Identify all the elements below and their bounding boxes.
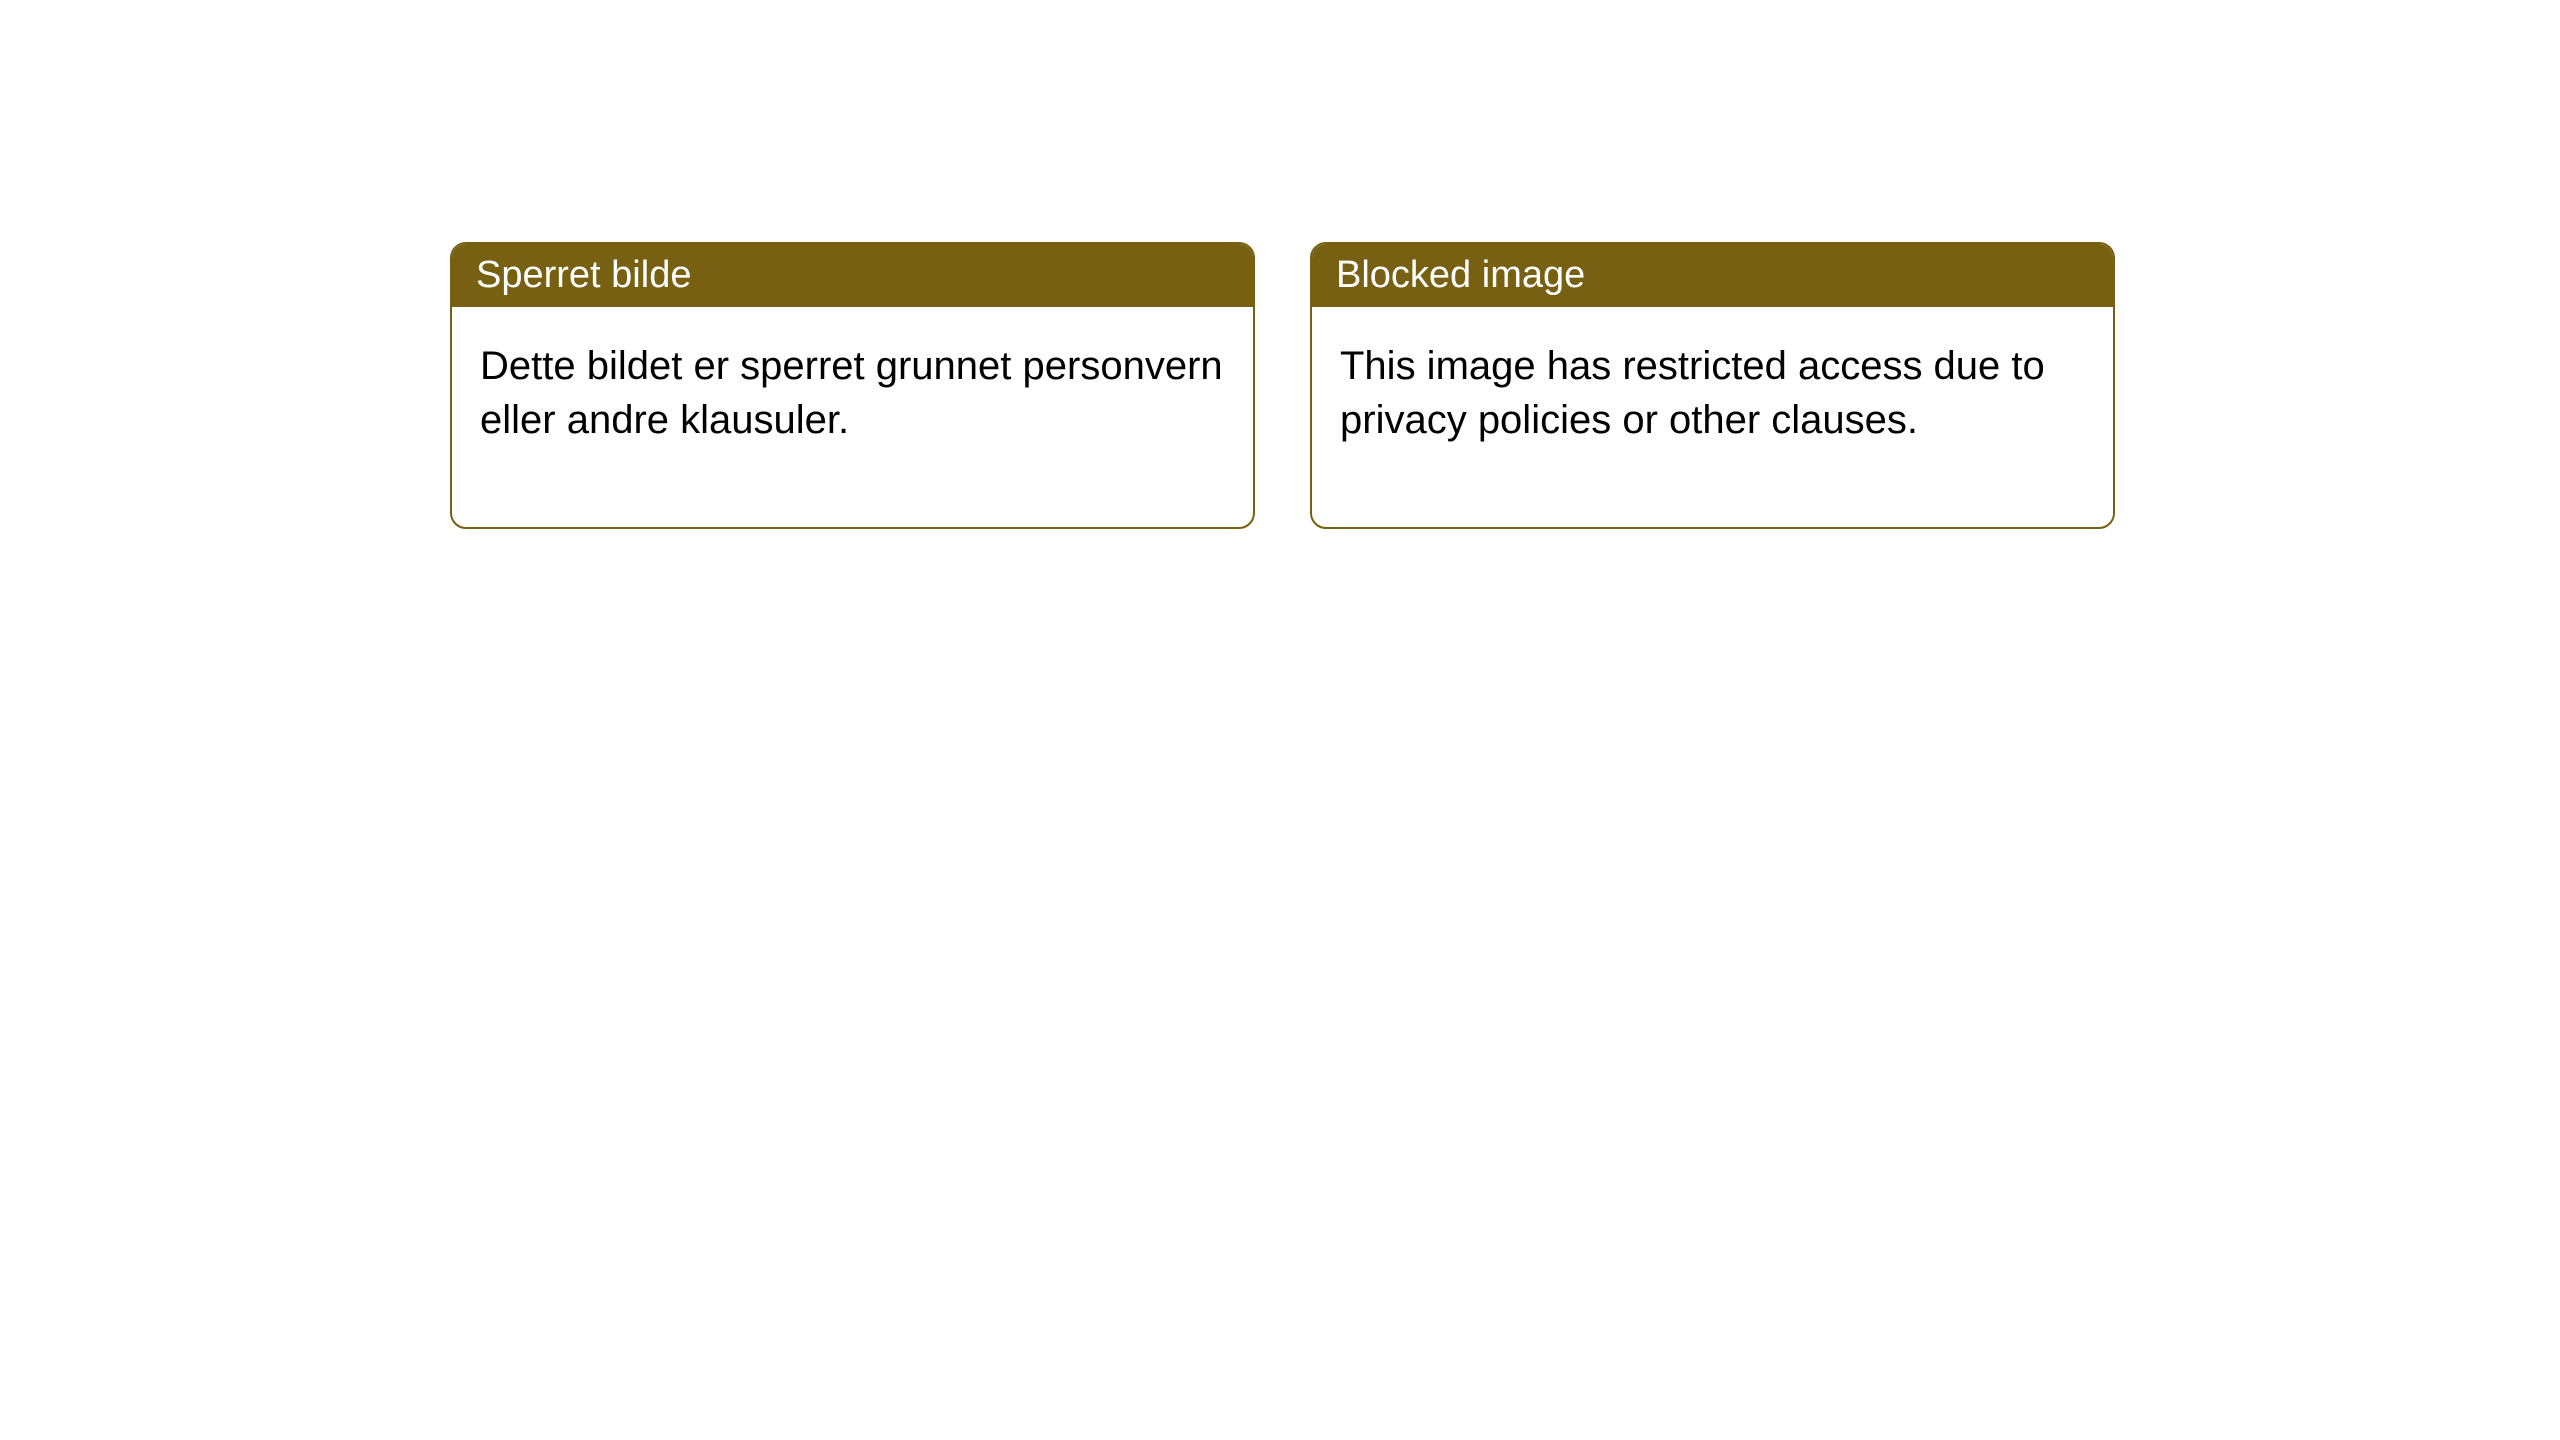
card-body-text: This image has restricted access due to … xyxy=(1340,344,2045,442)
card-title: Blocked image xyxy=(1336,254,1585,296)
card-body-text: Dette bildet er sperret grunnet personve… xyxy=(480,344,1223,442)
notice-card-norwegian: Sperret bilde Dette bildet er sperret gr… xyxy=(450,242,1255,529)
card-body: This image has restricted access due to … xyxy=(1312,307,2113,527)
card-title: Sperret bilde xyxy=(476,254,691,296)
card-header: Blocked image xyxy=(1312,244,2113,307)
card-header: Sperret bilde xyxy=(452,244,1253,307)
notice-card-english: Blocked image This image has restricted … xyxy=(1310,242,2115,529)
notice-cards-container: Sperret bilde Dette bildet er sperret gr… xyxy=(450,242,2115,529)
card-body: Dette bildet er sperret grunnet personve… xyxy=(452,307,1253,527)
